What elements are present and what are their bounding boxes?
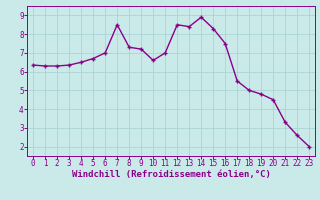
X-axis label: Windchill (Refroidissement éolien,°C): Windchill (Refroidissement éolien,°C) xyxy=(72,170,271,179)
